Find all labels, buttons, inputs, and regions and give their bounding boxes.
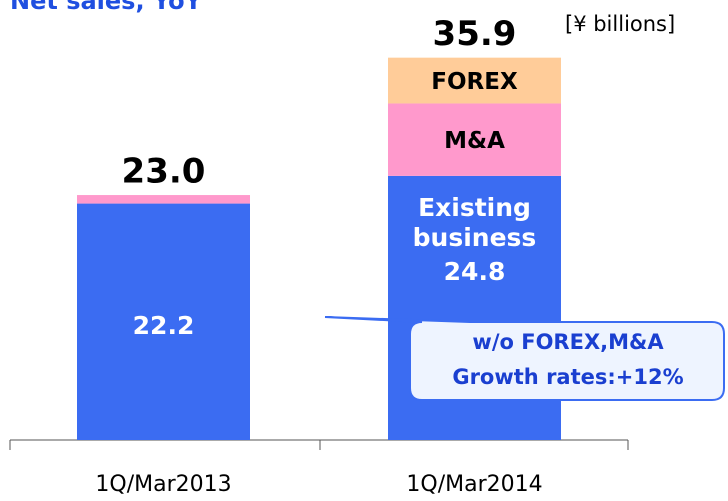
series-label: FOREX bbox=[431, 69, 518, 95]
callout-box bbox=[324, 316, 725, 401]
bar-segment bbox=[77, 195, 250, 204]
callout-text: Growth rates:+12% bbox=[452, 365, 683, 389]
unit-label: [¥ billions] bbox=[565, 12, 675, 36]
x-tick-label: 1Q/Mar2013 bbox=[95, 472, 231, 497]
bar-segment bbox=[77, 203, 250, 440]
x-tick-label: 1Q/Mar2014 bbox=[406, 472, 542, 497]
bar-segment bbox=[388, 103, 561, 176]
chart-title: Net sales, YoY bbox=[10, 0, 203, 15]
total-label: 23.0 bbox=[122, 152, 206, 192]
series-label: Existing business bbox=[412, 192, 537, 252]
series-label: M&A bbox=[444, 128, 505, 154]
segment-value-label: 22.2 bbox=[133, 311, 195, 340]
callout-text: w/o FOREX,M&A bbox=[472, 330, 664, 354]
bar-segment bbox=[388, 57, 561, 104]
segment-value-label: 24.8 bbox=[444, 257, 506, 286]
total-label: 35.9 bbox=[433, 14, 517, 54]
